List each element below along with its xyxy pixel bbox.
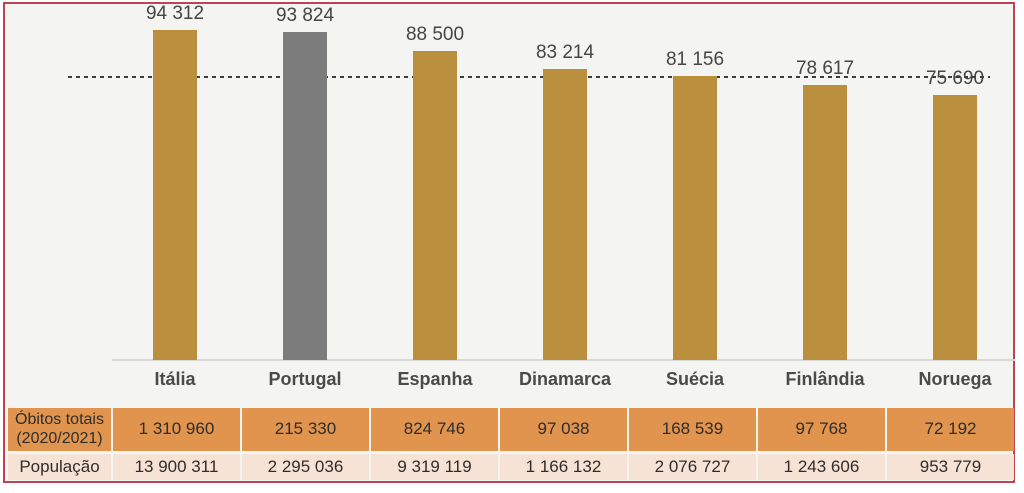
category-label-portugal: Portugal — [268, 369, 342, 389]
bar-value-label-finlandia: 78 617 — [795, 58, 855, 79]
table-cell-r1-c2: 9 319 119 — [371, 454, 498, 480]
x-axis-line — [112, 359, 1015, 361]
category-label-italia: Itália — [154, 369, 196, 389]
table-row-header-line: População — [19, 456, 100, 476]
table-cell-r1-c3: 1 166 132 — [500, 454, 627, 480]
category-label-noruega: Noruega — [918, 369, 992, 389]
category-label-dinamarca: Dinamarca — [518, 369, 612, 389]
bar-value-label-suecia: 81 156 — [665, 49, 725, 70]
table-row-header-0: Óbitos totais (2020/2021) — [8, 408, 111, 451]
category-label-espanha: Espanha — [397, 369, 473, 389]
table-cell-r1-c6: 953 779 — [887, 454, 1014, 480]
table-cell-r0-c0: 1 310 960 — [113, 408, 240, 451]
table-row-header-1: População — [8, 454, 111, 480]
table-cell-r0-c6: 72 192 — [887, 408, 1014, 451]
bar-value-label-noruega: 75 690 — [925, 68, 985, 89]
table-cell-r0-c2: 824 746 — [371, 408, 498, 451]
table-row-header-line: Óbitos totais — [15, 410, 104, 428]
bar-finlandia — [803, 85, 847, 360]
bar-value-label-portugal: 93 824 — [275, 5, 335, 26]
bar-portugal — [283, 32, 327, 360]
table-cell-r1-c5: 1 243 606 — [758, 454, 885, 480]
table-cell-r0-c1: 215 330 — [242, 408, 369, 451]
bar-noruega — [933, 95, 977, 360]
table-cell-r1-c0: 13 900 311 — [113, 454, 240, 480]
reference-line — [68, 76, 990, 78]
table-cell-r0-c5: 97 768 — [758, 408, 885, 451]
table-row-header-line: (2020/2021) — [16, 429, 103, 447]
bar-espanha — [413, 51, 457, 360]
table-cell-r1-c4: 2 076 727 — [629, 454, 756, 480]
bar-suecia — [673, 76, 717, 360]
bar-italia — [153, 30, 197, 360]
bar-dinamarca — [543, 69, 587, 360]
table-cell-r0-c3: 97 038 — [500, 408, 627, 451]
category-label-suecia: Suécia — [665, 369, 725, 389]
bar-value-label-espanha: 88 500 — [405, 24, 465, 45]
table-cell-r0-c4: 168 539 — [629, 408, 756, 451]
bar-value-label-dinamarca: 83 214 — [535, 42, 595, 63]
data-table: Óbitos totais (2020/2021) 1 310 960 215 330… — [8, 408, 1014, 480]
category-label-finlandia: Finlândia — [785, 369, 865, 389]
bar-value-label-italia: 94 312 — [145, 3, 205, 24]
table-cell-r1-c1: 2 295 036 — [242, 454, 369, 480]
